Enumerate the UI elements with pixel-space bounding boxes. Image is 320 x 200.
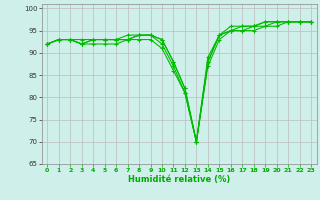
X-axis label: Humidité relative (%): Humidité relative (%) <box>128 175 230 184</box>
